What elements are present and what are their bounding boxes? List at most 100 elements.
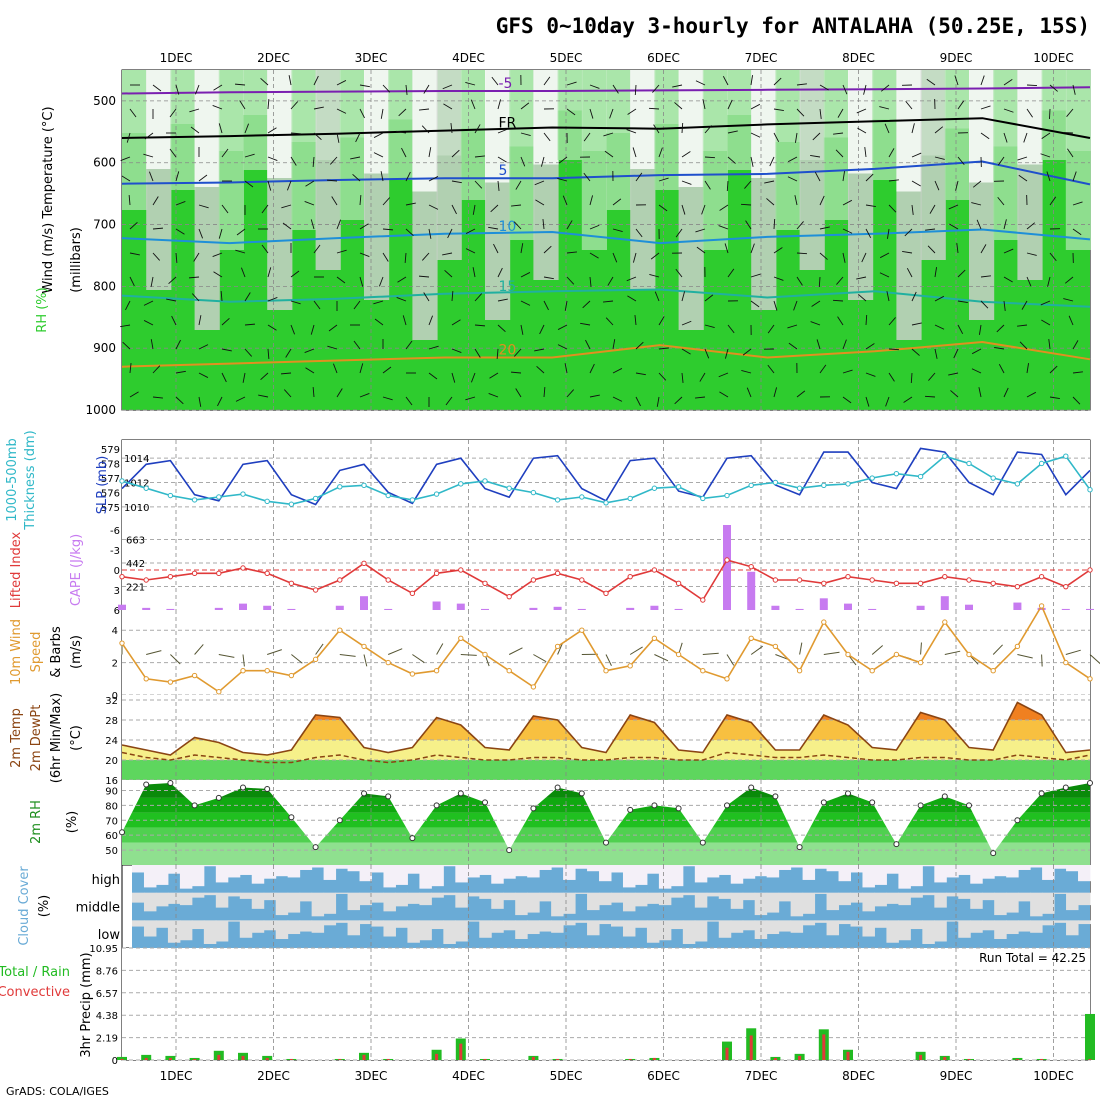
wind-barb (658, 372, 667, 381)
wind-speed-point (409, 671, 416, 677)
wind-barb (718, 372, 729, 378)
cloud-gap (407, 920, 420, 943)
precip-total-label: Total / Rain (0, 965, 70, 980)
rh-zone (388, 70, 414, 180)
cloud-gap (778, 920, 792, 932)
lifted-index-point (433, 570, 440, 577)
lifted-index-point (506, 593, 512, 600)
minmax-label: (6hr Min/Max) (49, 693, 64, 783)
rh2m-unit-label: (%) (65, 811, 80, 834)
lifted-index-point (288, 580, 295, 587)
cloud-gap (323, 892, 337, 914)
wind-barb (543, 245, 552, 254)
dewpoint-line (121, 751, 1091, 764)
wind-barb (652, 84, 660, 93)
cloud-gap (898, 920, 911, 941)
wind-barb (799, 642, 803, 655)
rh-zone (218, 70, 244, 250)
slp-label: SLP (mb) (95, 456, 110, 515)
wind-barb (885, 396, 890, 407)
cloud-gap (479, 892, 492, 899)
wind-barb (474, 293, 483, 302)
rh-point (603, 839, 609, 846)
cloud-gap (263, 892, 277, 901)
wind-barb (1026, 252, 1037, 256)
rh-dry-zone (630, 70, 656, 169)
cloud-gap (850, 892, 863, 903)
precip-conv-bar (168, 1057, 172, 1060)
temp-tick: 28 (105, 716, 118, 727)
rh-point (893, 841, 900, 848)
wind-barb (493, 243, 499, 254)
rh-point (578, 790, 585, 797)
cloud-gap (287, 865, 301, 878)
cloud-gap (922, 865, 935, 867)
li-tick: -6 (110, 526, 120, 537)
wind-barb (696, 246, 706, 254)
lifted-index-point (700, 597, 706, 603)
cloud-gap (658, 920, 672, 941)
wind-barb (488, 392, 499, 398)
wind-tick: 0 (112, 691, 118, 702)
wind-speed-point (191, 672, 198, 679)
cloud-gap (251, 920, 265, 933)
wind-barb (654, 654, 669, 662)
wind-barb (857, 127, 867, 134)
wind-barb (267, 649, 282, 655)
wind-barb (129, 108, 137, 118)
rh-dry-zone (654, 70, 680, 124)
wind-barb (1041, 319, 1051, 326)
wind-barb (143, 300, 154, 306)
lifted-index-point (627, 573, 633, 580)
wind-barb (353, 300, 361, 310)
cloud-gap (599, 920, 612, 925)
wind-barb (724, 243, 729, 254)
temp-band (122, 760, 1090, 780)
thickness-tick: 579 (101, 445, 120, 456)
wind-barb (658, 177, 669, 182)
wind-barb (980, 275, 991, 278)
wind-barb (428, 228, 432, 239)
wind-barb (865, 228, 872, 239)
rh-point (699, 839, 706, 846)
wind-barb (672, 84, 683, 88)
rh-zone (291, 70, 317, 230)
cloud-unit-label: (%) (37, 895, 52, 918)
cloud-gap (718, 865, 732, 875)
cloud-gap (670, 865, 684, 887)
wind-barb (267, 267, 272, 278)
wind-barb (612, 396, 623, 402)
wind-barb (609, 108, 614, 119)
wind-barb (152, 227, 164, 230)
wind-barb (350, 156, 361, 160)
thickness-point (288, 501, 295, 507)
wind-speed-point (530, 684, 537, 690)
cloud-gap (227, 865, 241, 878)
wind-barb (460, 654, 477, 656)
wind-barb (290, 324, 296, 335)
cloud-row-label: high (92, 873, 120, 888)
wind-barb (175, 396, 184, 405)
cape-tick: 221 (126, 583, 145, 594)
wind-barb (955, 180, 959, 191)
cloud-gap (311, 920, 325, 933)
wind-barb (304, 348, 315, 354)
cloud-gap (742, 920, 756, 931)
thickness-point (772, 479, 779, 486)
date-label-bottom: 3DEC (355, 1069, 388, 1083)
cape-bar (795, 608, 804, 610)
cloud-gap (730, 892, 744, 909)
wind-barb (281, 204, 292, 209)
rh-dry-zone (920, 70, 946, 156)
rh-point (264, 785, 271, 792)
wind-barb (470, 99, 476, 110)
wind-barb (589, 224, 600, 230)
wind-barb (470, 372, 476, 383)
wind-barb (612, 84, 619, 94)
wind-barb (465, 396, 476, 401)
wind-barb (315, 643, 324, 655)
cloud-gap (1030, 892, 1043, 917)
cloud-gap (467, 892, 480, 897)
wind-barb (122, 341, 131, 350)
slp-tick: 1014 (124, 454, 149, 465)
